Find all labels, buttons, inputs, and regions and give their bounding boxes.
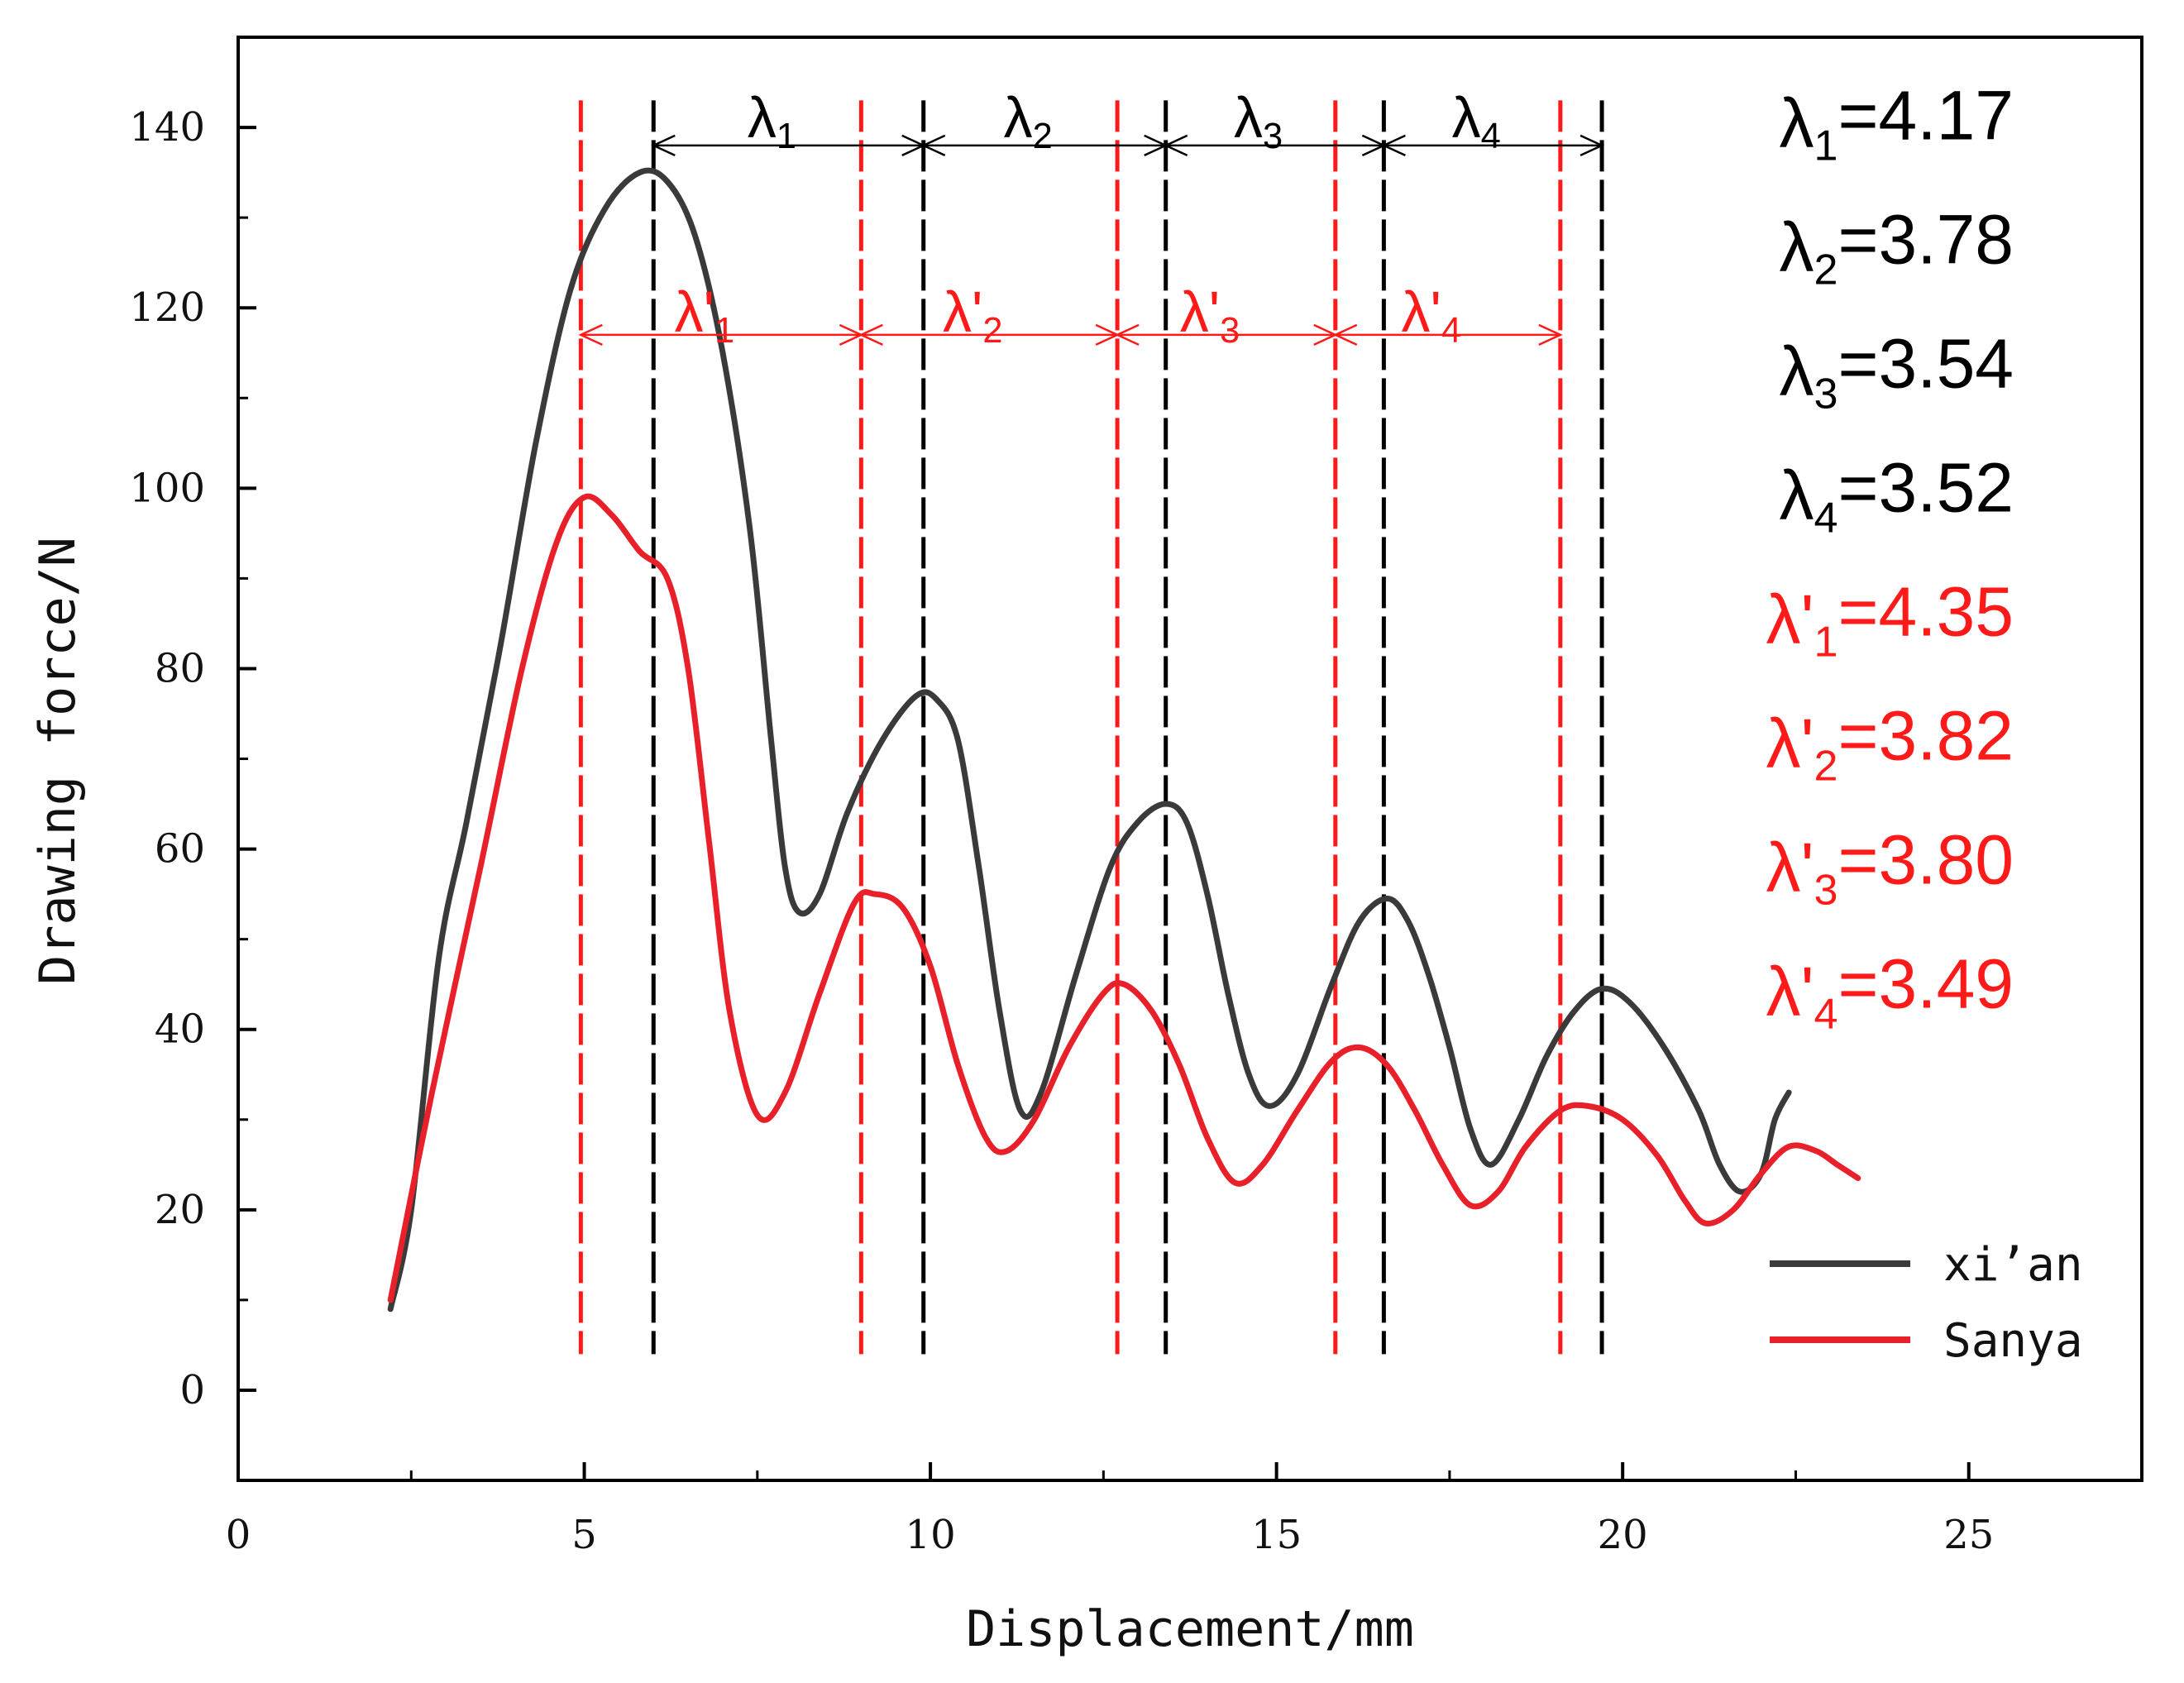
y-tick-label: 40: [155, 1006, 205, 1053]
x-tick-label: 15: [1251, 1512, 1302, 1558]
black-span-label: λ3: [1234, 85, 1283, 156]
y-tick-label: 60: [155, 826, 205, 873]
xian-series-line: [387, 167, 1792, 1312]
lambda-value-annotation: λ1=4.17: [1779, 76, 2014, 170]
series-lines: [387, 167, 1861, 1312]
black-span-arrowhead: [1579, 134, 1605, 157]
x-tick-label: 10: [906, 1512, 956, 1558]
x-tick-label: 25: [1943, 1512, 1994, 1558]
lambda-value-annotation: λ4=3.52: [1779, 448, 2014, 542]
legend-label: xi’an: [1943, 1238, 2083, 1292]
legend-label: Sanya: [1943, 1314, 2083, 1368]
lambda-value-annotation: λ2=3.78: [1779, 200, 2014, 294]
y-tick-label: 0: [179, 1367, 205, 1413]
wavelength-markers: [578, 100, 1604, 1355]
y-tick-label: 140: [129, 104, 205, 151]
y-tick-label: 80: [155, 645, 205, 691]
wavelength-spans: λ1 λ2 λ3 λ4 λ'1 λ'2 λ'3 λ'4: [578, 85, 1605, 351]
red-span-arrowhead: [1332, 323, 1358, 347]
y-axis-title: Drawing force/N: [29, 537, 87, 985]
red-span-arrowhead: [1538, 323, 1563, 347]
lambda-value-annotation: λ'2=3.82: [1766, 696, 2014, 790]
y-tick-label: 20: [155, 1187, 205, 1233]
black-span-label: λ4: [1452, 85, 1501, 156]
black-span-label: λ1: [748, 85, 796, 156]
lambda-value-annotation: λ'3=3.80: [1766, 820, 2014, 914]
lambda-value-annotation: λ3=3.54: [1779, 324, 2014, 418]
black-span-arrowhead: [920, 134, 946, 157]
x-axis-title: Displacement/mm: [966, 1600, 1414, 1658]
black-span-label: λ2: [1004, 85, 1053, 156]
x-tick-label: 5: [571, 1512, 597, 1558]
legend: xi’an Sanya: [1770, 1238, 2083, 1368]
x-tick-label: 0: [226, 1512, 251, 1558]
black-span-arrowhead: [1381, 134, 1406, 157]
y-tick-label: 120: [129, 284, 205, 331]
lambda-value-annotation: λ'4=3.49: [1766, 944, 2014, 1038]
y-tick-label: 100: [129, 465, 205, 511]
lambda-value-annotation: λ'1=4.35: [1766, 572, 2014, 666]
black-span-arrowhead: [1163, 134, 1188, 157]
black-span-arrowhead: [651, 134, 676, 157]
red-span-label: λ'1: [675, 280, 735, 351]
red-span-label: λ'4: [1402, 280, 1462, 351]
wavelength-values: λ1=4.17 λ2=3.78 λ3=3.54 λ4=3.52 λ'1=4.35 λ'2=…: [1766, 76, 2014, 1038]
sanya-series-line: [387, 493, 1861, 1303]
red-span-arrowhead: [1115, 323, 1140, 347]
red-span-label: λ'3: [1180, 280, 1240, 351]
x-tick-label: 20: [1598, 1512, 1648, 1558]
axes-ticks: 0 5 10 15 20 25 0 20 40 60 80 100 120 140: [129, 104, 1994, 1558]
red-span-arrowhead: [578, 323, 603, 347]
red-span-label: λ'2: [943, 280, 1003, 351]
red-span-arrowhead: [858, 323, 883, 347]
